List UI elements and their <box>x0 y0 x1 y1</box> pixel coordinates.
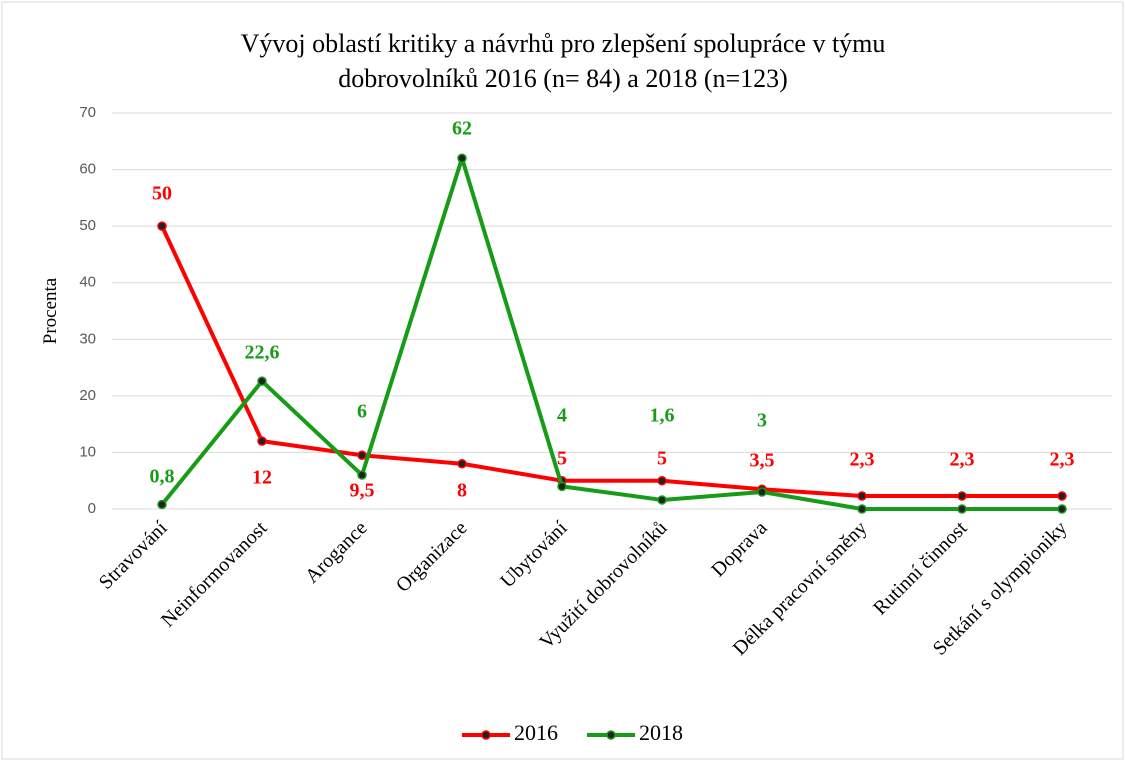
y-tick-label: 30 <box>79 330 96 347</box>
y-tick-label: 40 <box>79 274 96 291</box>
y-axis-label: Procenta <box>40 277 61 344</box>
point <box>957 504 967 514</box>
y-tick-label: 0 <box>88 500 96 517</box>
y-tick-label: 20 <box>79 387 96 404</box>
value-label: 3 <box>757 410 767 432</box>
point <box>857 504 867 514</box>
chart-title: dobrovolníků 2016 (n= 84) a 2018 (n=123) <box>338 64 788 93</box>
point <box>157 221 167 231</box>
point <box>357 450 367 461</box>
point <box>557 481 567 492</box>
point <box>857 491 867 501</box>
point <box>657 495 667 505</box>
value-label: 5 <box>557 448 567 470</box>
value-label: 50 <box>152 183 172 205</box>
chart-title: Vývoj oblastí kritiky a návrhů pro zlepš… <box>241 29 886 58</box>
value-label: 62 <box>452 118 472 140</box>
point <box>757 487 767 497</box>
point <box>457 458 467 469</box>
legend-label: 2018 <box>639 720 683 745</box>
point <box>257 376 267 386</box>
point <box>1057 504 1067 514</box>
y-tick-label: 60 <box>79 161 96 178</box>
legend-label: 2016 <box>514 720 558 745</box>
value-label: 8 <box>457 480 467 502</box>
value-label: 1,6 <box>650 405 675 427</box>
series-line <box>160 156 1062 511</box>
value-label: 22,6 <box>245 342 280 364</box>
point <box>657 475 667 486</box>
y-tick-label: 50 <box>79 217 96 234</box>
value-label: 9,5 <box>350 480 375 502</box>
series-line <box>160 225 1062 498</box>
value-label: 5 <box>657 448 667 470</box>
legend-marker <box>606 730 616 740</box>
value-label: 12 <box>252 467 272 489</box>
point <box>1057 491 1067 501</box>
point <box>957 491 967 501</box>
value-label: 2,3 <box>950 449 975 471</box>
value-label: 3,5 <box>750 450 775 472</box>
y-tick-label: 70 <box>79 104 96 121</box>
value-label: 2,3 <box>850 449 875 471</box>
legend-marker <box>481 730 491 740</box>
value-label: 6 <box>357 401 367 423</box>
point <box>457 153 467 164</box>
value-label: 0,8 <box>150 466 175 488</box>
value-label: 2,3 <box>1050 449 1075 471</box>
point <box>257 436 267 446</box>
point <box>157 499 167 510</box>
point <box>357 470 367 480</box>
value-label: 4 <box>557 405 567 427</box>
y-tick-label: 10 <box>79 443 96 460</box>
